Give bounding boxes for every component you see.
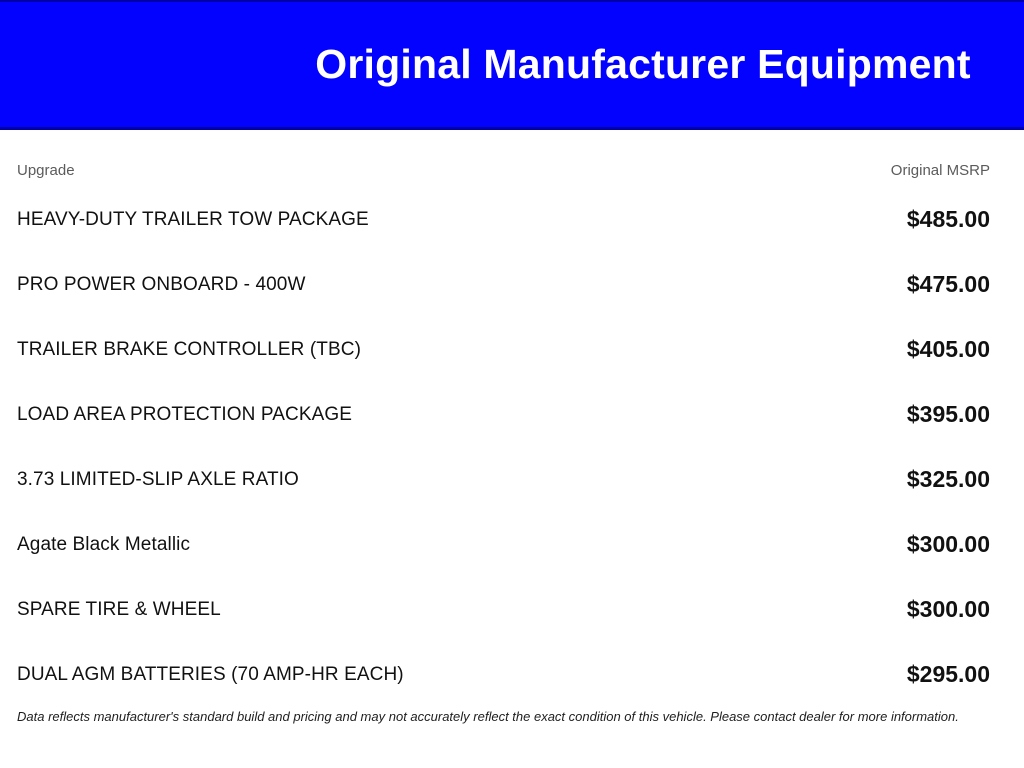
table-row: LOAD AREA PROTECTION PACKAGE $395.00 (17, 382, 990, 447)
table-row: Agate Black Metallic $300.00 (17, 512, 990, 577)
equipment-name: 3.73 LIMITED-SLIP AXLE RATIO (17, 468, 299, 490)
equipment-name: SPARE TIRE & WHEEL (17, 598, 221, 620)
column-header-msrp: Original MSRP (890, 162, 990, 179)
equipment-price: $405.00 (906, 336, 990, 362)
equipment-price: $300.00 (906, 531, 990, 557)
table-row: HEAVY-DUTY TRAILER TOW PACKAGE $485.00 (17, 187, 990, 252)
equipment-name: DUAL AGM BATTERIES (70 AMP-HR EACH) (17, 663, 404, 685)
equipment-price: $300.00 (906, 596, 990, 622)
equipment-price: $325.00 (906, 466, 990, 492)
table-row: SPARE TIRE & WHEEL $300.00 (17, 577, 990, 642)
equipment-price: $475.00 (906, 271, 990, 297)
column-header-upgrade: Upgrade (17, 162, 75, 179)
equipment-name: LOAD AREA PROTECTION PACKAGE (17, 403, 353, 425)
equipment-name: TRAILER BRAKE CONTROLLER (TBC) (17, 338, 361, 360)
equipment-name: PRO POWER ONBOARD - 400W (17, 273, 306, 295)
column-header-row: Upgrade Original MSRP (17, 162, 990, 179)
equipment-price: $295.00 (906, 661, 990, 687)
equipment-table: Upgrade Original MSRP HEAVY-DUTY TRAILER… (0, 162, 1024, 725)
equipment-price: $395.00 (906, 401, 990, 427)
equipment-price: $485.00 (906, 206, 990, 232)
header-banner: Original Manufacturer Equipment (0, 0, 1024, 130)
page-title: Original Manufacturer Equipment (315, 41, 971, 87)
equipment-name: HEAVY-DUTY TRAILER TOW PACKAGE (17, 208, 369, 230)
table-row: PRO POWER ONBOARD - 400W $475.00 (17, 252, 990, 317)
table-row: TRAILER BRAKE CONTROLLER (TBC) $405.00 (17, 317, 990, 382)
table-row: DUAL AGM BATTERIES (70 AMP-HR EACH) $295… (17, 642, 990, 707)
equipment-rows: HEAVY-DUTY TRAILER TOW PACKAGE $485.00 P… (17, 187, 990, 707)
table-row: 3.73 LIMITED-SLIP AXLE RATIO $325.00 (17, 447, 990, 512)
equipment-name: Agate Black Metallic (17, 533, 191, 555)
disclaimer-text: Data reflects manufacturer's standard bu… (17, 709, 959, 724)
